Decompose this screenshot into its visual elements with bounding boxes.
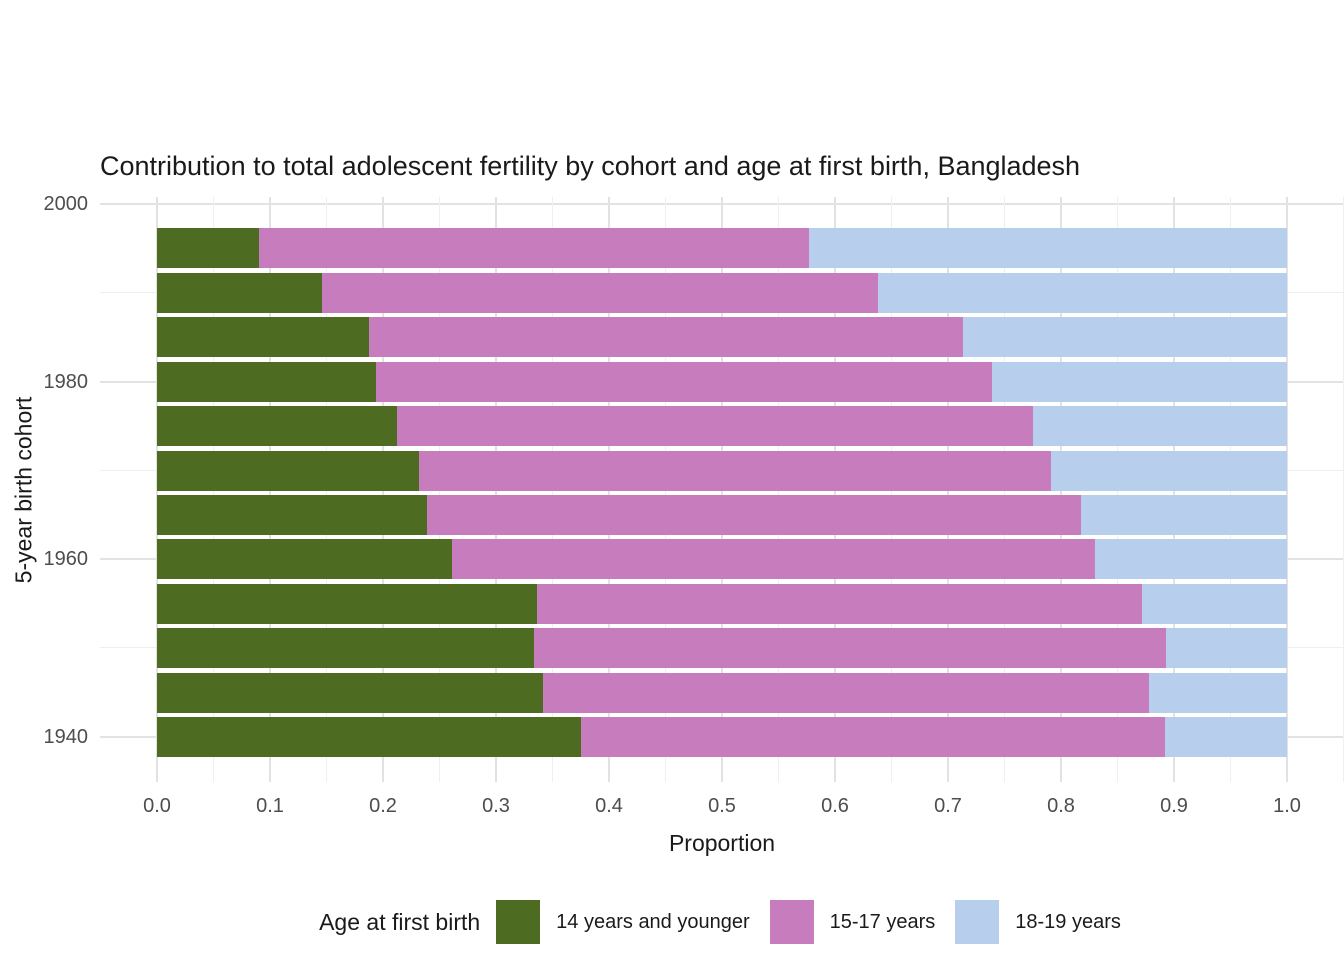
bar-row-cohort-1955	[157, 583, 1287, 624]
x-tick-label: 0.3	[482, 795, 510, 817]
y-tick-label: 2000	[43, 193, 89, 215]
bar-segment	[157, 494, 428, 535]
legend: Age at first birth 14 years and younger 1…	[100, 899, 1344, 945]
legend-label: 15-17 years	[829, 910, 936, 933]
bar-segment	[396, 406, 1033, 447]
bar-segment	[1081, 494, 1287, 535]
bar-segment	[157, 361, 377, 402]
y-tick-label: 1980	[43, 370, 89, 393]
bar-row-cohort-1965	[157, 494, 1287, 535]
bar-segment	[1032, 406, 1287, 447]
bar-segment	[157, 272, 322, 313]
bar-segment	[1050, 450, 1287, 491]
y-tick-label: 1960	[43, 548, 89, 571]
bar-segment	[376, 361, 993, 402]
legend-title: Age at first birth	[319, 908, 481, 935]
bar-row-cohort-1970	[157, 450, 1287, 491]
x-axis-title: Proportion	[668, 830, 776, 856]
x-tick-label: 0.5	[708, 795, 736, 817]
bar-segment	[427, 494, 1082, 535]
bar-segment	[157, 450, 420, 491]
bar-segment	[157, 406, 397, 447]
bar-segment	[1142, 583, 1287, 624]
bar-row-cohort-1940	[157, 717, 1287, 757]
bar-segment	[580, 717, 1165, 757]
bar-segment	[369, 317, 963, 358]
x-tick-label: 0.2	[369, 795, 397, 817]
x-tick-label: 0.1	[256, 795, 284, 817]
legend-label: 18-19 years	[1015, 910, 1121, 933]
bar-segment	[419, 450, 1051, 491]
bar-segment	[877, 272, 1287, 313]
bar-segment	[536, 583, 1143, 624]
bar-segment	[157, 539, 452, 580]
bar-row-cohort-1960	[157, 539, 1287, 580]
bar-segment	[1164, 717, 1287, 757]
bar-segment	[1094, 539, 1287, 580]
bar-segment	[157, 583, 537, 624]
x-tick-label: 0.4	[595, 795, 623, 817]
bar-segment	[157, 317, 370, 358]
bar-segment	[534, 628, 1167, 669]
x-tick-label: 0.8	[1047, 795, 1075, 817]
bar-segment	[451, 539, 1095, 580]
bar-segment	[258, 228, 809, 269]
bar-row-cohort-1980	[157, 361, 1287, 402]
x-tick-label: 0.9	[1160, 795, 1188, 817]
bar-segment	[992, 361, 1287, 402]
bar-row-cohort-1995	[157, 228, 1287, 269]
x-tick-label: 0.0	[143, 795, 171, 817]
bar-segment	[1149, 672, 1287, 713]
bar-row-cohort-1975	[157, 406, 1287, 447]
bar-segment	[1166, 628, 1287, 669]
y-tick-label: 1940	[43, 726, 89, 748]
legend-swatch	[496, 900, 541, 944]
plot-panel	[100, 197, 1344, 782]
chart-title: Contribution to total adolescent fertili…	[100, 151, 1081, 181]
x-tick-label: 0.6	[821, 795, 849, 817]
bar-segment	[157, 672, 544, 713]
bar-segment	[321, 272, 878, 313]
bar-segment	[962, 317, 1287, 358]
x-tick-label: 1.0	[1273, 795, 1301, 817]
bar-row-cohort-1990	[157, 272, 1287, 313]
legend-swatch	[769, 900, 814, 944]
bar-row-cohort-1985	[157, 317, 1287, 358]
legend-swatch	[955, 900, 1000, 944]
legend-label: 14 years and younger	[556, 910, 750, 933]
gridline-vertical	[1286, 197, 1288, 782]
x-tick-label: 0.7	[934, 795, 962, 817]
bar-segment	[808, 228, 1287, 269]
bar-segment	[157, 628, 535, 669]
gridline-vertical	[1342, 197, 1344, 782]
bar-row-cohort-1950	[157, 628, 1287, 669]
bar-segment	[157, 717, 581, 757]
bar-segment	[543, 672, 1150, 713]
bar-segment	[157, 228, 259, 269]
bar-row-cohort-1945	[157, 672, 1287, 713]
